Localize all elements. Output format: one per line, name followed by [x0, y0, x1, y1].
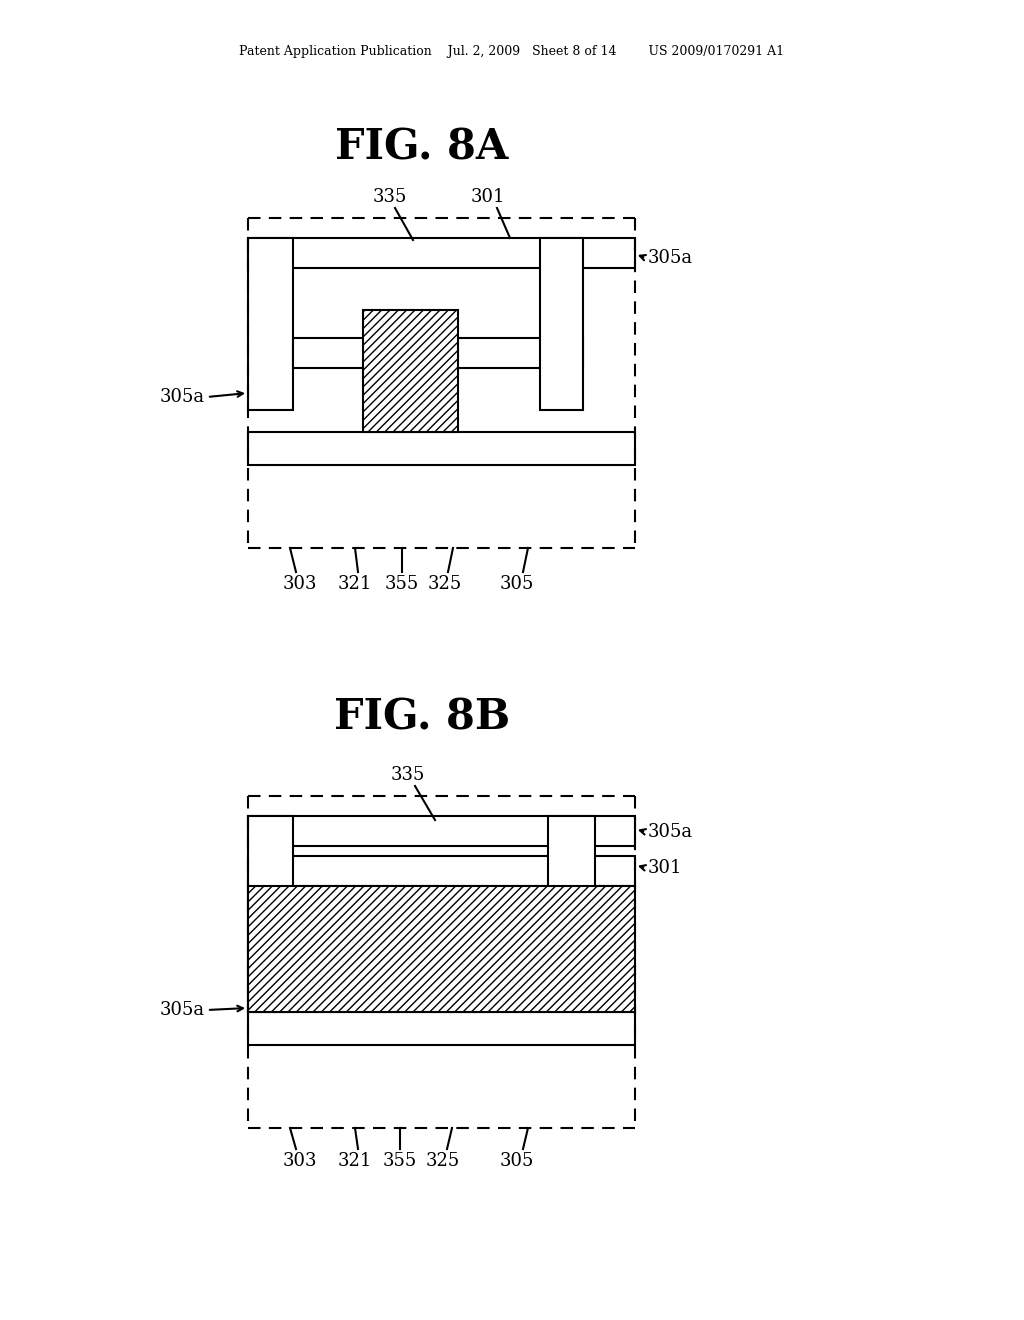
Text: 305: 305 — [500, 1152, 535, 1170]
Text: 303: 303 — [283, 576, 317, 593]
Bar — [540, 238, 583, 411]
Bar — [248, 432, 635, 465]
Text: 321: 321 — [338, 576, 372, 593]
Bar — [248, 855, 635, 886]
Text: 325: 325 — [428, 576, 462, 593]
Text: 305a: 305a — [648, 822, 693, 841]
Text: 305a: 305a — [160, 1001, 205, 1019]
Text: 355: 355 — [385, 576, 419, 593]
Text: 301: 301 — [471, 187, 505, 206]
Bar — [248, 816, 635, 846]
Text: Patent Application Publication    Jul. 2, 2009   Sheet 8 of 14        US 2009/01: Patent Application Publication Jul. 2, 2… — [240, 45, 784, 58]
Text: 301: 301 — [648, 859, 683, 876]
Text: FIG. 8B: FIG. 8B — [334, 697, 510, 739]
Bar — [248, 238, 635, 268]
Text: 335: 335 — [391, 766, 425, 784]
Text: 321: 321 — [338, 1152, 372, 1170]
Text: 305a: 305a — [160, 388, 205, 407]
Bar — [449, 898, 595, 928]
Text: 303: 303 — [283, 1152, 317, 1170]
Bar — [293, 898, 385, 928]
Bar — [248, 816, 293, 1012]
Bar — [248, 886, 635, 1012]
Bar — [248, 238, 293, 411]
Text: 335: 335 — [373, 187, 408, 206]
Bar — [548, 816, 595, 1012]
Text: 305: 305 — [500, 576, 535, 593]
Bar — [293, 338, 385, 368]
Text: FIG. 8A: FIG. 8A — [336, 127, 509, 169]
Bar — [450, 338, 583, 368]
Bar — [362, 310, 458, 432]
Text: 325: 325 — [426, 1152, 460, 1170]
Text: 305a: 305a — [648, 249, 693, 267]
Text: 355: 355 — [383, 1152, 417, 1170]
Bar — [248, 1012, 635, 1045]
